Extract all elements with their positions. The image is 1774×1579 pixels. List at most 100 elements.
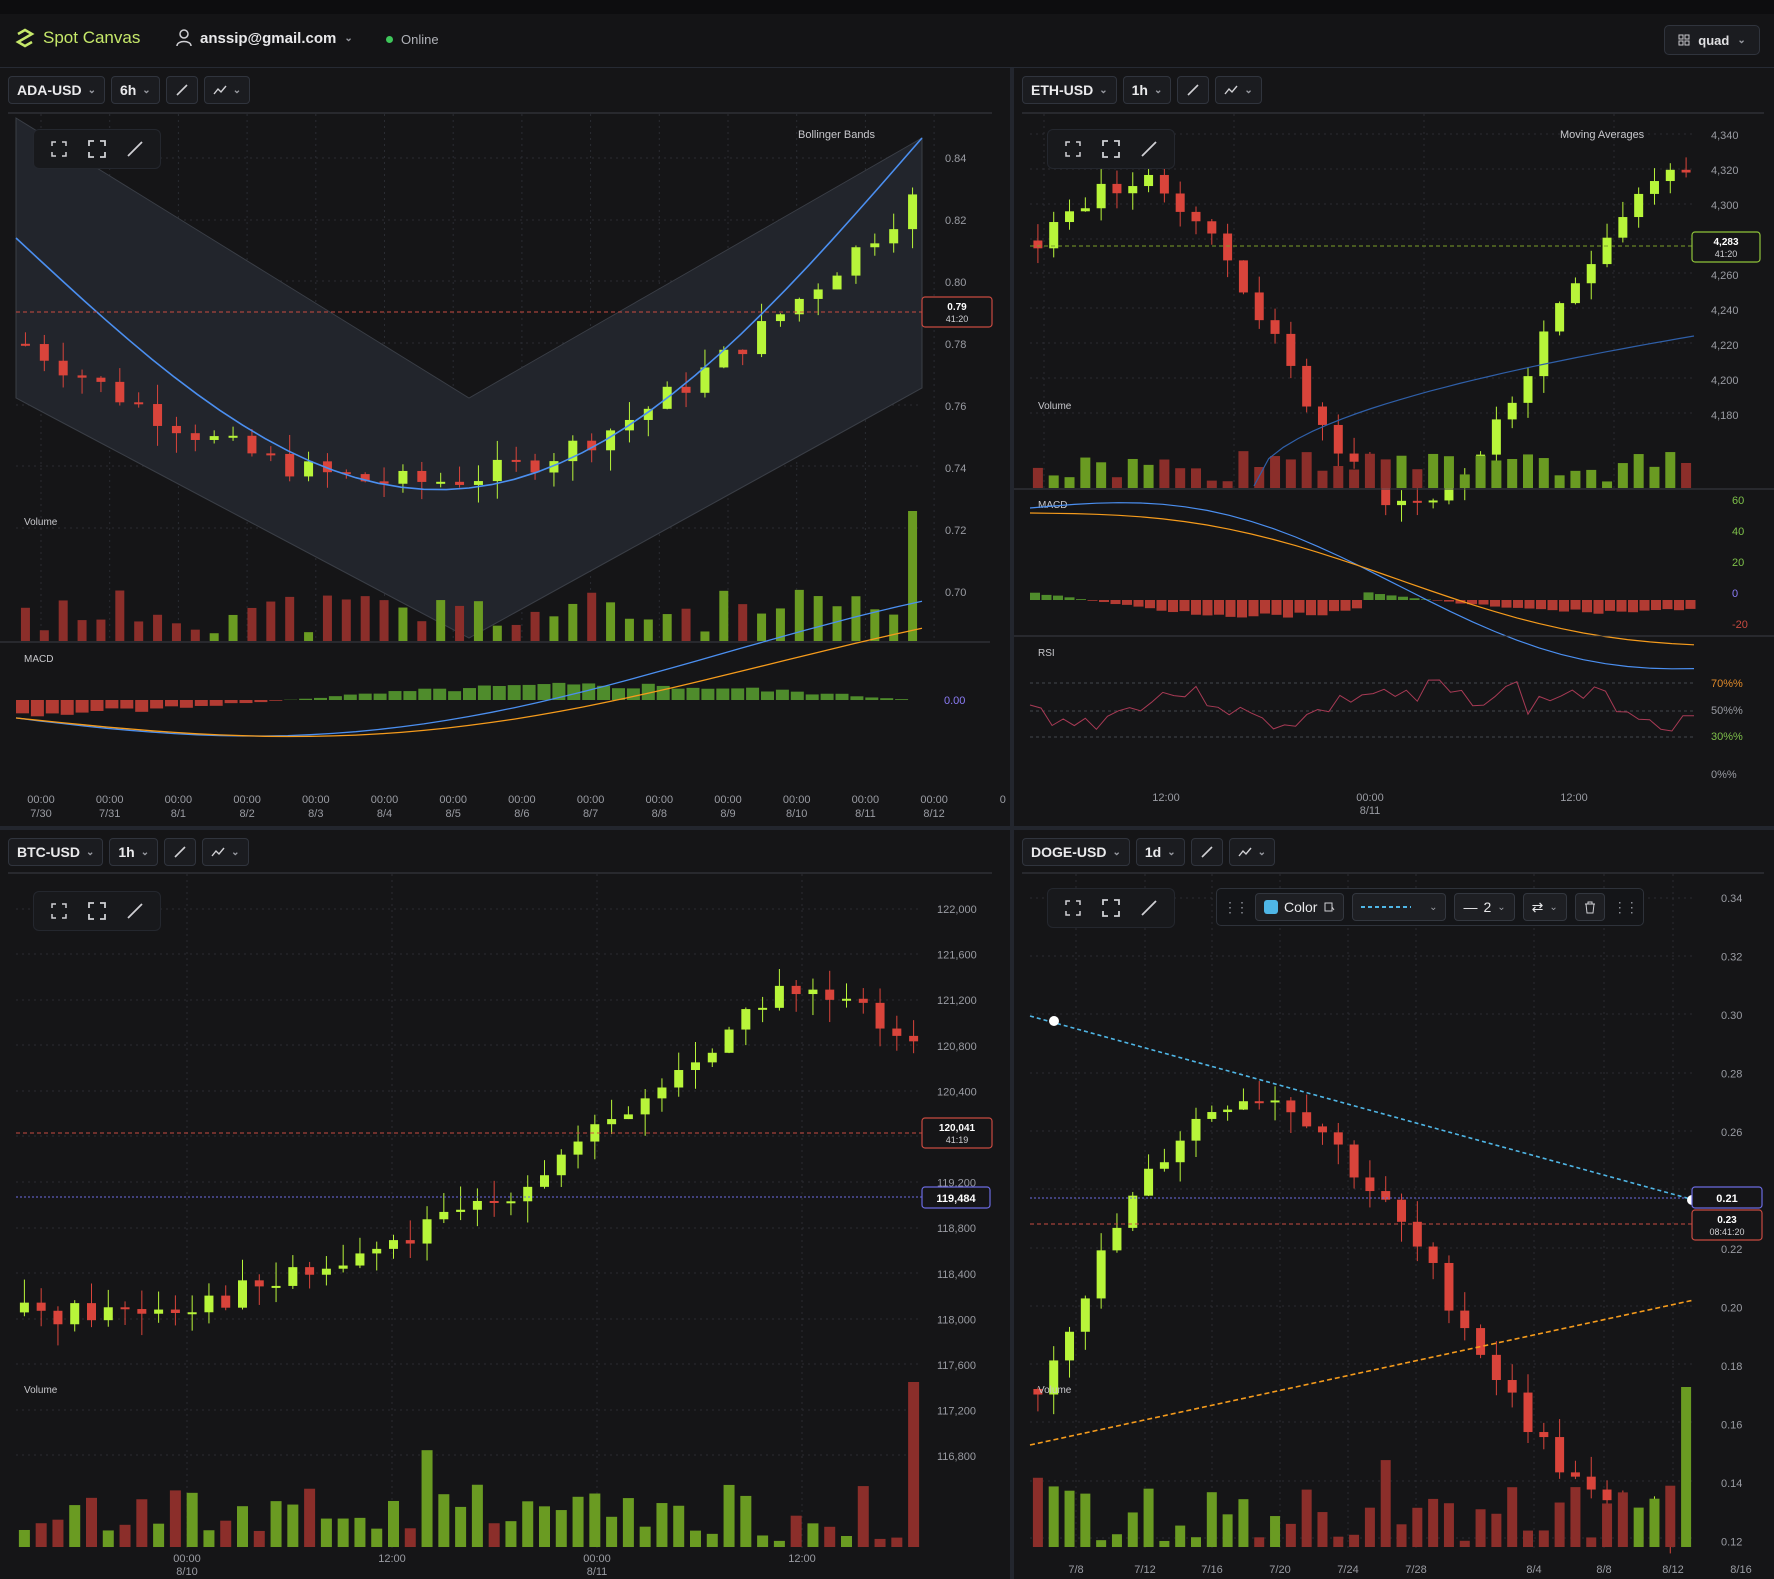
volume-bar: [1159, 1540, 1170, 1547]
volume-bar: [891, 1537, 903, 1547]
chevron-down-icon: ⌄: [1244, 84, 1253, 96]
draw-icon[interactable]: [1137, 896, 1161, 920]
interval-selector[interactable]: 1h ⌄: [109, 838, 159, 866]
chevron-down-icon: ⌄: [344, 32, 353, 44]
volume-bar: [77, 620, 87, 641]
chart-panel-doge[interactable]: Volume0.340.320.300.280.260.240.220.200.…: [1014, 830, 1774, 1579]
fullscreen-icon[interactable]: [1099, 137, 1123, 161]
volume-bar: [1364, 1507, 1375, 1547]
user-email: anssip@gmail.com: [200, 29, 337, 47]
horizontal-splitter[interactable]: [0, 826, 1774, 830]
symbol-selector[interactable]: ETH-USD ⌄: [1022, 76, 1117, 104]
macd-histogram-bar: [1570, 600, 1581, 610]
fit-icon[interactable]: [47, 899, 71, 923]
indicators-button[interactable]: ⌄: [1215, 76, 1262, 104]
app-logo[interactable]: Spot Canvas: [14, 27, 140, 49]
vertical-splitter[interactable]: [1010, 68, 1014, 1579]
line-width-selector[interactable]: — 2 ⌄: [1454, 893, 1515, 921]
draw-icon[interactable]: [123, 137, 147, 161]
indicators-button[interactable]: ⌄: [202, 838, 249, 866]
interval-selector[interactable]: 1d ⌄: [1135, 838, 1185, 866]
candle-body: [338, 1265, 348, 1269]
fullscreen-icon[interactable]: [85, 137, 109, 161]
chart-panel-btc[interactable]: Volume 122,000 121,600 121,200 120,800 120,40…: [0, 830, 1010, 1579]
candle-body: [360, 474, 370, 482]
symbol-label: ADA-USD: [17, 82, 82, 98]
fullscreen-icon[interactable]: [1099, 896, 1123, 920]
volume-bar: [337, 1518, 349, 1547]
volume-bar: [1364, 453, 1375, 488]
symbol-selector[interactable]: DOGE-USD ⌄: [1022, 838, 1130, 866]
volume-bar: [757, 613, 767, 641]
candle-body: [20, 343, 30, 346]
extend-line-selector[interactable]: ⇄ ⌄: [1522, 893, 1567, 921]
draw-icon[interactable]: [123, 899, 147, 923]
line-style-selector[interactable]: ⌄: [1352, 893, 1447, 921]
ada-chart[interactable]: Bollinger Bands Volume 0.84 0.82 0.80 0.78 0.7…: [0, 68, 1010, 826]
btc-chart[interactable]: Volume 122,000 121,600 121,200 120,800 120,40…: [0, 830, 1010, 1579]
candle-body: [422, 1219, 432, 1244]
volume-bar: [1206, 480, 1217, 488]
volume-bar: [438, 1494, 450, 1547]
volume-bar: [1665, 1485, 1676, 1547]
volume-bar: [1254, 1537, 1265, 1547]
volume-bar: [1570, 470, 1581, 488]
price-axis-tick: 0.70: [945, 587, 966, 599]
volume-bar: [700, 631, 710, 641]
indicators-button[interactable]: ⌄: [1228, 838, 1275, 866]
chart-tools: [33, 891, 161, 931]
macd-histogram-bar: [1674, 600, 1684, 611]
macd-axis-tick: 0: [1732, 588, 1738, 600]
candle-body: [1570, 283, 1580, 304]
chevron-down-icon: ⌄: [140, 846, 150, 858]
fit-icon[interactable]: [1061, 896, 1085, 920]
candle-body: [134, 402, 144, 405]
volume-bar: [1538, 458, 1549, 488]
volume-bar: [270, 1501, 282, 1547]
chart-panel-ada[interactable]: Bollinger Bands Volume 0.84 0.82 0.80 0.78 0.7…: [0, 68, 1010, 826]
candle-body: [1049, 222, 1059, 249]
price-axis-tick: 121,600: [937, 950, 977, 962]
fit-icon[interactable]: [47, 137, 71, 161]
volume-bar: [719, 590, 729, 641]
draw-line-button[interactable]: [1177, 76, 1210, 104]
fit-icon[interactable]: [1061, 137, 1085, 161]
fullscreen-icon[interactable]: [85, 899, 109, 923]
volume-bar: [639, 1526, 651, 1547]
time-axis-tick: 8/4: [1526, 1564, 1541, 1576]
layout-selector[interactable]: quad ⌄: [1664, 25, 1760, 55]
drag-handle-icon[interactable]: ⋮⋮: [1223, 898, 1249, 915]
candle-body: [53, 1310, 63, 1325]
chart-panel-eth[interactable]: Moving Averages Volume 4,340 4,320 4,300 4,28…: [1014, 68, 1774, 826]
draw-line-button[interactable]: [165, 76, 198, 104]
color-picker-button[interactable]: Color: [1255, 893, 1345, 921]
delete-drawing-button[interactable]: [1574, 893, 1605, 921]
chart-toolbar: DOGE-USD ⌄ 1d ⌄ ⌄: [1022, 838, 1275, 866]
interval-selector[interactable]: 6h ⌄: [110, 76, 160, 104]
volume-bar: [417, 621, 427, 641]
drag-handle-icon[interactable]: ⋮⋮: [1612, 898, 1639, 915]
indicators-button[interactable]: ⌄: [203, 76, 251, 104]
volume-bar: [52, 1519, 64, 1547]
draw-line-button[interactable]: [164, 838, 197, 866]
candle-body: [1096, 183, 1106, 209]
candle-body: [523, 1186, 533, 1202]
macd-histogram-bar: [1501, 600, 1512, 608]
interval-selector[interactable]: 1h ⌄: [1122, 76, 1172, 104]
app-name: Spot Canvas: [43, 28, 141, 47]
draw-line-button[interactable]: [1190, 838, 1223, 866]
user-menu[interactable]: anssip@gmail.com ⌄: [176, 29, 353, 47]
doge-chart[interactable]: Volume0.340.320.300.280.260.240.220.200.…: [1014, 830, 1774, 1579]
macd-histogram-bar: [477, 685, 491, 700]
macd-histogram-bar: [1329, 600, 1339, 612]
candle-body: [209, 436, 219, 440]
candle-body: [1444, 487, 1454, 501]
draw-icon[interactable]: [1137, 137, 1161, 161]
volume-bar: [58, 600, 68, 641]
candle-body: [171, 425, 181, 434]
macd-histogram-bar: [1030, 592, 1040, 600]
candle-body: [1602, 1489, 1612, 1501]
symbol-selector[interactable]: BTC-USD ⌄: [8, 838, 104, 866]
eth-chart[interactable]: Moving Averages Volume 4,340 4,320 4,300 4,28…: [1014, 68, 1774, 826]
symbol-selector[interactable]: ADA-USD ⌄: [8, 76, 105, 104]
